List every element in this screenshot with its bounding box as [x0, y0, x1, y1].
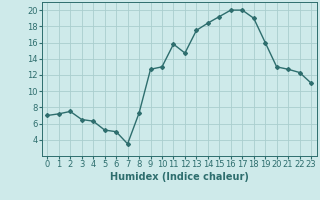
- X-axis label: Humidex (Indice chaleur): Humidex (Indice chaleur): [110, 172, 249, 182]
